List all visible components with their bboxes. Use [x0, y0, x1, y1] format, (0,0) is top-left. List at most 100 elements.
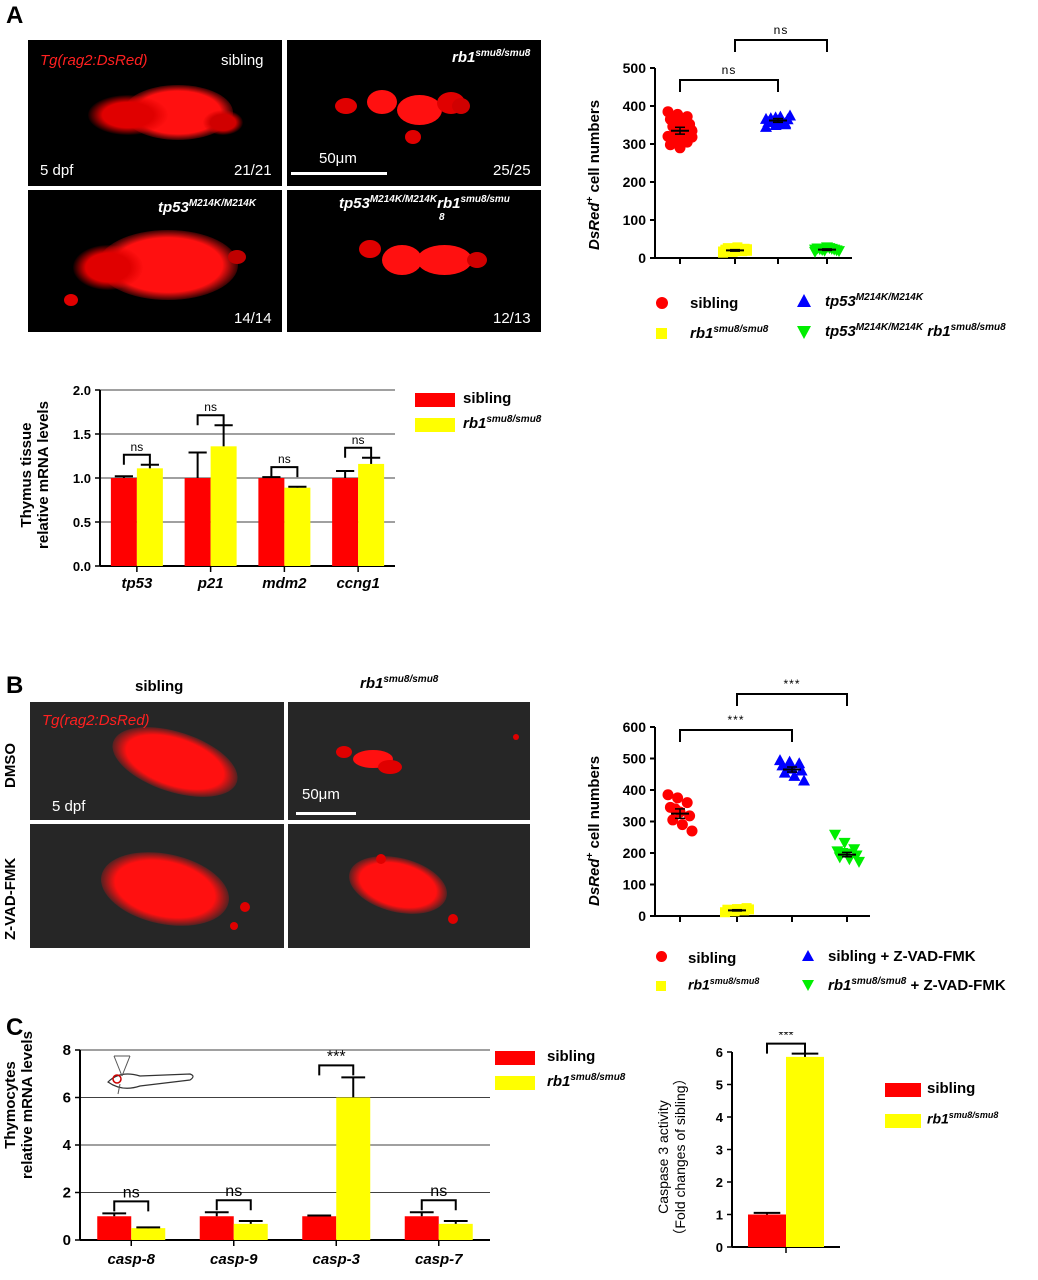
scatter-chart-b: 0 100 200 300 400 500 600 *** *** — [623, 677, 870, 924]
micrograph-b-rb1-zvad — [288, 824, 530, 948]
bar — [184, 478, 211, 566]
significance-label: ns — [131, 440, 144, 454]
micrograph-a-rb1: rb1smu8/smu8 50μm 25/25 — [287, 40, 541, 186]
data-point — [798, 774, 810, 786]
y-tick-label: 400 — [623, 782, 647, 798]
significance-label: ns — [430, 1183, 447, 1200]
bar — [258, 478, 285, 566]
legend-swatch — [495, 1051, 535, 1065]
data-point — [784, 109, 796, 121]
y-tick-label: 0 — [716, 1240, 723, 1255]
significance-label: *** — [778, 1032, 793, 1043]
data-point — [674, 142, 686, 154]
y-tick-label: 1.5 — [73, 427, 91, 442]
x-tick-label: ccng1 — [336, 575, 379, 592]
significance-label: ns — [204, 400, 217, 414]
y-tick-label: 400 — [623, 98, 647, 114]
y-tick-label: 1.0 — [73, 471, 91, 486]
bar — [748, 1214, 786, 1247]
y-tick-label: 300 — [623, 814, 647, 830]
bar — [97, 1216, 132, 1240]
significance-label: *** — [783, 677, 800, 691]
significance-bracket — [679, 79, 779, 92]
data-point — [684, 810, 696, 822]
double-label: tp53M214K/M214Krb1smu8/smu — [339, 194, 510, 212]
significance-label: *** — [727, 713, 744, 727]
bar — [284, 487, 311, 566]
bar — [131, 1228, 166, 1240]
y-tick-label: 5 — [716, 1078, 723, 1093]
y-tick-label: 2.0 — [73, 383, 91, 398]
scale-label: 50μm — [302, 786, 340, 803]
micrograph-b-sibling-dmso: Tg(rag2:DsRed) 5 dpf — [30, 702, 284, 820]
panel-letter-a: A — [6, 2, 24, 29]
significance-label: ns — [123, 1184, 140, 1201]
scatter-a-ylabel: DsRed+ cell numbers — [585, 99, 603, 250]
micrograph-b-rb1-dmso: 50μm — [288, 702, 530, 820]
scale-label: 50μm — [319, 150, 357, 167]
legend-label: rb1smu8/smu8 — [463, 414, 542, 432]
data-point — [809, 244, 821, 256]
significance-bracket — [679, 729, 793, 742]
y-tick-label: 0.5 — [73, 515, 91, 530]
micrograph-a-double: tp53M214K/M214Krb1smu8/smu 8 12/13 — [287, 190, 541, 332]
tg-label: Tg(rag2:DsRed) — [42, 712, 150, 729]
y-tick-label: 0.0 — [73, 559, 91, 574]
legend-label: sibling + Z-VAD-FMK — [828, 948, 976, 965]
bar-chart-a: 0.0 0.5 1.0 1.5 2.0 tp53 ns p21 ns mdm2 ns ccng1 ns — [73, 383, 395, 592]
data-point — [686, 131, 698, 143]
y-tick-label: 100 — [623, 877, 647, 893]
legend-marker-circle — [656, 297, 668, 309]
bar — [336, 1097, 371, 1240]
legend-label: tp53M214K/M214K — [825, 292, 924, 310]
bar — [136, 468, 163, 566]
bar-chart-c: 0 2 4 6 8 casp-8 ns casp-9 ns casp-3 *** casp-7 ns — [63, 1042, 490, 1268]
y-tick-label: 500 — [623, 60, 647, 76]
x-tick-label: casp-8 — [107, 1251, 155, 1268]
legend-label: sibling — [927, 1080, 976, 1097]
dpf-label: 5 dpf — [40, 162, 74, 179]
legend-label: rb1smu8/smu8 — [690, 324, 769, 342]
significance-label: ns — [278, 452, 291, 466]
row-label-zvad: Z-VAD-FMK — [2, 857, 19, 940]
y-tick-label: 600 — [623, 719, 647, 735]
legend-b: sibling rb1smu8/smu8 sibling + Z-VAD-FMK… — [650, 948, 1038, 1003]
data-point — [744, 904, 754, 915]
significance-label: ns — [722, 63, 737, 77]
micrograph-a-sibling: Tg(rag2:DsRed) sibling 5 dpf 21/21 — [28, 40, 282, 186]
legend-label: rb1smu8/smu8 — [688, 976, 760, 993]
bar — [332, 478, 359, 566]
y-tick-label: 300 — [623, 136, 647, 152]
bar-a-ylabel: Thymus tissue relative mRNA levels — [18, 401, 52, 549]
x-tick-label: p21 — [197, 575, 224, 592]
double-label-wrap: 8 — [439, 212, 445, 223]
significance-bracket — [122, 453, 151, 465]
y-tick-label: 4 — [63, 1137, 72, 1154]
micrograph-a-tp53: tp53M214K/M214K 14/14 — [28, 190, 282, 332]
data-point — [829, 829, 841, 841]
bar — [358, 463, 385, 566]
data-point — [718, 246, 728, 257]
rb1-label: rb1smu8/smu8 — [452, 48, 531, 66]
data-point — [686, 825, 698, 837]
significance-bracket — [215, 1199, 252, 1211]
legend-label: rb1smu8/smu8 — [927, 1110, 999, 1127]
x-tick-label: casp-3 — [312, 1251, 360, 1268]
legend-label: sibling — [463, 390, 512, 407]
data-point — [664, 139, 676, 151]
data-point — [727, 243, 738, 254]
data-point — [850, 850, 863, 862]
count-label: 14/14 — [234, 310, 272, 327]
significance-bracket — [196, 414, 225, 426]
tp53-label: tp53M214K/M214K — [158, 198, 257, 216]
y-tick-label: 3 — [716, 1143, 723, 1158]
bar — [233, 1223, 268, 1240]
data-point — [779, 118, 792, 130]
data-point — [662, 789, 674, 801]
y-tick-label: 4 — [716, 1110, 724, 1125]
col-label-rb1: rb1smu8/smu8 — [360, 674, 439, 692]
scale-bar — [291, 172, 387, 175]
x-tick-label: tp53 — [121, 575, 153, 592]
y-tick-label: 0 — [638, 250, 646, 266]
legend-bar-a: sibling rb1smu8/smu8 — [415, 390, 615, 440]
